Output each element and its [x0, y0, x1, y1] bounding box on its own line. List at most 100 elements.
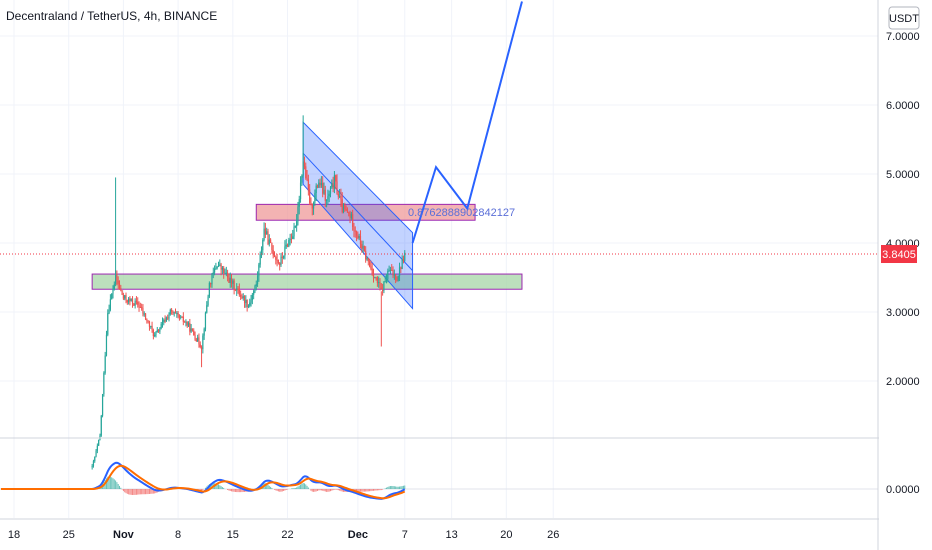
candle-body — [100, 415, 102, 436]
candle-body — [177, 312, 179, 316]
candle-body — [395, 274, 397, 281]
candle-body — [91, 465, 93, 468]
candle-body — [346, 209, 349, 213]
candle-body — [107, 313, 109, 335]
currency-button[interactable]: USDT — [888, 6, 920, 30]
candle-body — [230, 277, 233, 284]
candle-body — [331, 183, 333, 188]
candle-body — [374, 277, 376, 279]
candle-body — [339, 196, 341, 198]
candle-body — [349, 213, 351, 218]
last-price-label: 3.8405 — [882, 249, 916, 261]
candle-body — [221, 267, 223, 270]
currency-label: USDT — [889, 13, 919, 25]
candle-body — [297, 206, 299, 222]
candle-body — [131, 298, 134, 304]
projection-path — [411, 1, 523, 244]
candle-body — [133, 303, 135, 306]
candle-body — [219, 264, 221, 266]
candle-body — [130, 298, 132, 301]
candle-body — [103, 372, 105, 395]
candle-body — [147, 320, 149, 322]
candle-body — [376, 277, 378, 283]
candle-body — [273, 255, 276, 258]
candle-body — [255, 284, 257, 287]
candle-body — [146, 319, 148, 321]
candle-body — [354, 230, 356, 232]
candle-body — [159, 328, 161, 332]
candle-body — [139, 306, 141, 308]
candle-body — [178, 315, 181, 318]
candle-body — [108, 309, 110, 314]
candle-body — [292, 236, 294, 239]
candle-body — [191, 328, 194, 331]
candle-body — [111, 293, 113, 300]
candle-body — [271, 242, 273, 250]
candle-body — [173, 312, 175, 314]
candle-body — [320, 182, 322, 186]
candle-body — [210, 282, 212, 285]
candle-body — [337, 194, 339, 197]
last-price-tag: 3.8405 — [881, 245, 917, 264]
candle-body — [372, 273, 375, 278]
candle-body — [401, 258, 403, 269]
candle-body — [392, 269, 394, 276]
candle-body — [124, 295, 126, 299]
candle-body — [161, 321, 164, 324]
candle-body — [197, 337, 199, 342]
candle-body — [322, 182, 324, 194]
candle-body — [120, 288, 122, 291]
time-tick-label: Dec — [348, 529, 368, 541]
candle-body — [371, 268, 373, 274]
time-axis[interactable]: 18 25 Nov 8 15 22 Dec 7 13 20 26 — [8, 529, 559, 541]
candle-body — [101, 394, 104, 416]
candle-body — [358, 236, 360, 239]
candle-body — [336, 181, 338, 195]
candle-body — [117, 280, 119, 284]
candle-body — [285, 244, 287, 247]
channel-midline — [302, 152, 413, 271]
candle-body — [207, 296, 209, 306]
candle-body — [333, 175, 336, 189]
candle-body — [182, 316, 184, 322]
candle-body — [370, 266, 372, 269]
candle-body — [165, 317, 167, 322]
candle-body — [190, 328, 192, 332]
candle-body — [236, 288, 238, 291]
candle-body — [217, 265, 220, 267]
candle-body — [223, 267, 225, 274]
candle-body — [224, 272, 226, 274]
candle-body — [254, 286, 256, 292]
candle-body — [118, 283, 121, 289]
candle-body — [150, 325, 152, 327]
candle-body — [246, 300, 248, 307]
candle-body — [388, 270, 390, 272]
candle-body — [387, 270, 389, 280]
candle-body — [329, 187, 332, 194]
candle-body — [326, 199, 328, 201]
candle-body — [184, 321, 186, 323]
candle-body — [309, 189, 311, 203]
candles-layer — [91, 115, 406, 470]
candle-body — [384, 281, 386, 283]
candle-body — [174, 312, 177, 314]
candle-body — [114, 273, 117, 285]
fib-annotation: 0.8762888902842127 — [408, 207, 515, 219]
candle-body — [121, 290, 123, 295]
candle-body — [157, 329, 160, 332]
time-tick-label: 18 — [8, 529, 20, 541]
candle-body — [180, 316, 182, 318]
candle-body — [269, 239, 272, 243]
candle-body — [206, 305, 208, 313]
candle-body — [318, 182, 320, 188]
price-tick-label: 7.0000 — [886, 31, 920, 43]
candle-body — [293, 226, 295, 237]
candle-body — [298, 199, 300, 207]
candle-body — [393, 274, 395, 276]
price-tick-label: 6.0000 — [886, 100, 920, 112]
candle-body — [385, 279, 388, 282]
candle-body — [301, 175, 303, 183]
candle-body — [142, 308, 144, 314]
candle-body — [279, 263, 281, 266]
